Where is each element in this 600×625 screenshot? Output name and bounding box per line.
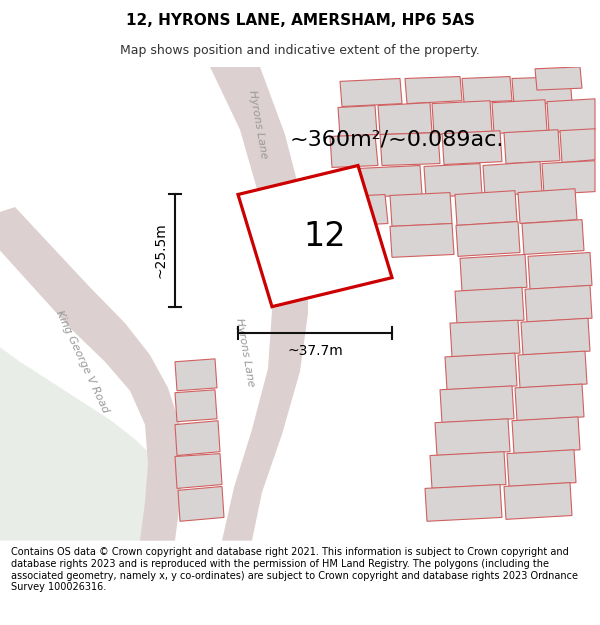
Text: ~360m²/~0.089ac.: ~360m²/~0.089ac. [290, 129, 505, 149]
Polygon shape [462, 76, 512, 102]
Polygon shape [378, 102, 432, 134]
Polygon shape [504, 482, 572, 519]
Polygon shape [405, 76, 462, 104]
Polygon shape [330, 194, 388, 226]
Polygon shape [338, 106, 377, 136]
Polygon shape [455, 288, 524, 324]
Polygon shape [460, 254, 527, 291]
Polygon shape [492, 100, 547, 134]
Polygon shape [518, 189, 577, 224]
Polygon shape [175, 390, 217, 422]
Polygon shape [445, 353, 517, 390]
Text: ~25.5m: ~25.5m [153, 222, 167, 279]
Polygon shape [512, 417, 580, 454]
Text: 12: 12 [304, 219, 346, 253]
Polygon shape [450, 320, 520, 357]
Polygon shape [238, 166, 392, 307]
Text: King George V Road: King George V Road [54, 309, 110, 414]
Polygon shape [542, 161, 595, 194]
Polygon shape [360, 166, 422, 198]
Polygon shape [440, 386, 514, 423]
Polygon shape [483, 162, 542, 196]
Text: 12, HYRONS LANE, AMERSHAM, HP6 5AS: 12, HYRONS LANE, AMERSHAM, HP6 5AS [125, 12, 475, 28]
Polygon shape [435, 419, 510, 456]
Polygon shape [560, 129, 595, 162]
Text: Map shows position and indicative extent of the property.: Map shows position and indicative extent… [120, 44, 480, 57]
Text: Contains OS data © Crown copyright and database right 2021. This information is : Contains OS data © Crown copyright and d… [11, 548, 578, 592]
Text: Hyrons Lane: Hyrons Lane [234, 317, 256, 388]
Polygon shape [535, 67, 582, 90]
Polygon shape [424, 164, 482, 198]
Polygon shape [425, 484, 502, 521]
Polygon shape [525, 286, 592, 322]
Polygon shape [380, 132, 440, 166]
Polygon shape [432, 101, 492, 134]
Polygon shape [521, 318, 590, 355]
Polygon shape [390, 192, 452, 226]
Text: Hyrons Lane: Hyrons Lane [247, 90, 269, 160]
Polygon shape [504, 130, 560, 164]
Polygon shape [455, 191, 517, 226]
Polygon shape [522, 219, 584, 254]
Polygon shape [175, 454, 222, 488]
Polygon shape [0, 67, 165, 541]
Polygon shape [0, 207, 183, 541]
Polygon shape [340, 79, 402, 106]
Polygon shape [330, 134, 378, 168]
Text: ~37.7m: ~37.7m [287, 344, 343, 358]
Polygon shape [175, 359, 217, 391]
Polygon shape [507, 450, 576, 486]
Polygon shape [528, 253, 592, 289]
Polygon shape [518, 351, 587, 388]
Polygon shape [515, 384, 584, 421]
Polygon shape [210, 67, 308, 541]
Polygon shape [175, 421, 220, 456]
Polygon shape [442, 131, 502, 164]
Polygon shape [547, 99, 595, 132]
Polygon shape [430, 452, 506, 488]
Polygon shape [390, 224, 454, 258]
Polygon shape [512, 76, 572, 104]
Polygon shape [456, 222, 520, 256]
Polygon shape [178, 486, 224, 521]
